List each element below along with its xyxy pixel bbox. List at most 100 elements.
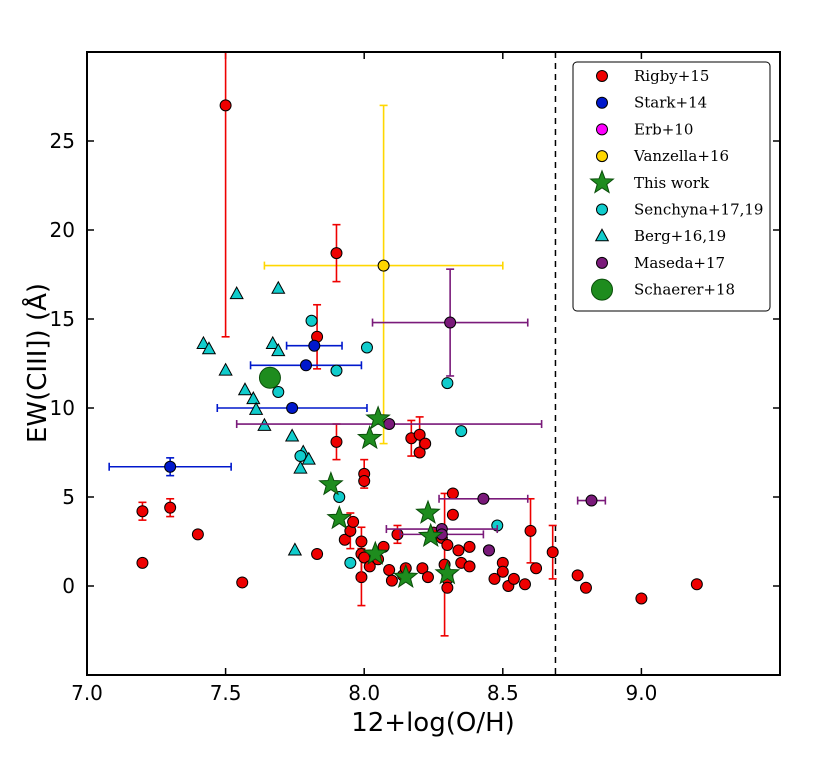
data-point xyxy=(201,341,217,355)
data-point xyxy=(219,99,232,112)
data-point xyxy=(419,437,432,450)
data-point xyxy=(377,259,390,272)
plot-marks xyxy=(108,52,703,637)
series-rigby-15 xyxy=(136,52,703,637)
data-point xyxy=(305,314,318,327)
data-point xyxy=(272,385,285,398)
data-point xyxy=(311,547,324,560)
legend-label: Maseda+17 xyxy=(634,254,725,272)
legend: Rigby+15 Stark+14 Erb+10 Vanzella+16 This wo… xyxy=(572,61,771,312)
data-point xyxy=(360,341,373,354)
data-point xyxy=(358,474,371,487)
series-stark-14 xyxy=(108,339,368,477)
data-point xyxy=(477,492,490,505)
data-point xyxy=(344,556,357,569)
legend-marker xyxy=(596,256,608,269)
data-point xyxy=(258,366,281,389)
legend-marker xyxy=(596,123,608,136)
legend-label: Senchyna+17,19 xyxy=(634,201,763,219)
data-point xyxy=(299,359,312,372)
legend-label: Vanzella+16 xyxy=(633,147,729,165)
data-point xyxy=(496,565,509,578)
y-tick-label: 5 xyxy=(62,485,75,509)
legend-label: Erb+10 xyxy=(634,120,693,138)
data-point xyxy=(507,572,520,585)
data-point xyxy=(347,515,360,528)
data-point xyxy=(271,280,286,294)
data-point xyxy=(286,402,299,414)
legend-marker xyxy=(589,169,615,194)
legend-marker xyxy=(591,278,613,301)
x-tick-label: 8.5 xyxy=(487,681,519,705)
data-point xyxy=(446,508,459,521)
series-senchyna-17-19 xyxy=(272,314,504,569)
series-vanzella-16 xyxy=(263,104,504,445)
legend-label: Schaerer+18 xyxy=(634,281,735,299)
data-point xyxy=(330,364,343,377)
data-point xyxy=(441,377,454,390)
y-tick-label: 10 xyxy=(50,396,75,420)
data-point xyxy=(463,560,476,573)
legend-label: Stark+14 xyxy=(634,94,707,112)
legend-item-senchyna-17-19: Senchyna+17,19 xyxy=(596,201,763,219)
data-point xyxy=(330,435,343,448)
data-point xyxy=(415,499,441,524)
legend-marker xyxy=(596,203,608,216)
data-point xyxy=(164,460,177,473)
data-point xyxy=(463,540,476,553)
legend-item-schaerer-18: Schaerer+18 xyxy=(591,278,735,301)
legend-item-erb-10: Erb+10 xyxy=(596,120,693,138)
axis-ticks xyxy=(86,52,780,675)
legend-marker xyxy=(596,70,608,82)
y-tick-label: 0 xyxy=(62,574,75,598)
series-this-work xyxy=(318,405,461,588)
x-axis-label: 12+log(O/H) xyxy=(351,708,515,738)
data-point xyxy=(356,424,383,450)
data-point xyxy=(330,247,343,260)
y-axis-label: EW(CIII]) (Å) xyxy=(21,283,53,443)
data-point xyxy=(585,494,598,507)
data-point xyxy=(355,535,368,548)
x-tick-label: 7.0 xyxy=(71,681,103,705)
data-point xyxy=(308,339,321,352)
legend-frame xyxy=(572,61,771,312)
data-point xyxy=(365,405,391,430)
y-tick-label: 20 xyxy=(50,218,75,242)
x-tick-label: 9.0 xyxy=(625,681,657,705)
data-point xyxy=(136,556,149,569)
data-point xyxy=(294,450,307,463)
data-point xyxy=(196,335,211,349)
data-point xyxy=(413,428,426,441)
y-tick-label: 25 xyxy=(50,129,75,153)
x-tick-label: 8.0 xyxy=(348,681,380,705)
data-point xyxy=(318,471,344,496)
legend-marker xyxy=(594,228,610,242)
legend-item-stark-14: Stark+14 xyxy=(596,94,707,112)
series-maseda-17 xyxy=(235,268,607,557)
data-point xyxy=(441,539,454,552)
data-point xyxy=(237,382,253,396)
data-point xyxy=(383,563,396,576)
legend-label: This work xyxy=(634,174,710,192)
data-point xyxy=(218,362,233,376)
legend-label: Rigby+15 xyxy=(634,67,709,85)
data-point xyxy=(421,571,434,584)
legend-item-this-work: This work xyxy=(589,169,710,194)
data-point xyxy=(164,501,177,514)
data-point xyxy=(579,581,592,594)
data-point xyxy=(444,316,457,329)
data-point xyxy=(690,578,703,591)
data-point xyxy=(446,487,459,500)
data-point xyxy=(530,562,543,575)
data-point xyxy=(635,592,648,605)
data-point xyxy=(191,528,204,541)
plot-frame xyxy=(86,51,781,676)
data-point xyxy=(248,401,264,415)
data-point xyxy=(287,542,303,556)
legend-item-maseda-17: Maseda+17 xyxy=(596,254,725,272)
data-point xyxy=(293,460,308,474)
data-point xyxy=(229,286,244,300)
legend-label: Berg+16,19 xyxy=(634,227,726,245)
tick-labels: 7.0 7.5 8.0 8.5 9.0 0 5 10 15 20 25 xyxy=(50,129,658,705)
